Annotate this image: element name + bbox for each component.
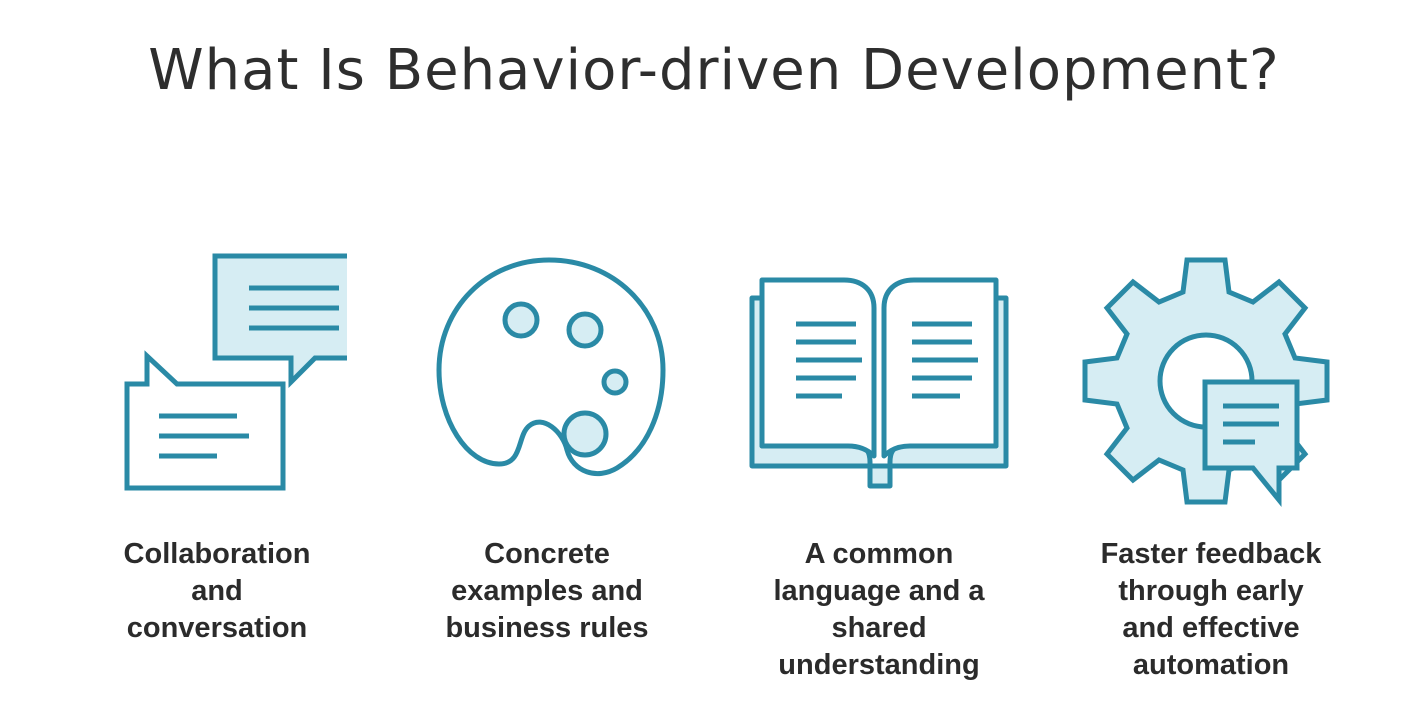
caption-line: shared <box>831 612 927 644</box>
feature-caption-concrete-examples: Concrete examples and business rules <box>382 536 712 647</box>
caption-line: understanding <box>778 649 980 681</box>
caption-line: examples and <box>451 575 643 607</box>
caption-line: and effective <box>1122 612 1300 644</box>
speech-bubbles-icon <box>124 253 347 491</box>
caption-line: business rules <box>445 612 649 644</box>
feature-card-common-language: A common language and a shared understan… <box>714 250 1044 690</box>
caption-line: Faster feedback <box>1100 538 1322 570</box>
feature-caption-common-language: A common language and a shared understan… <box>714 536 1044 684</box>
slide-title: What Is Behavior-driven Development? <box>148 38 1280 103</box>
caption-line: through early <box>1118 575 1304 607</box>
caption-line: Collaboration <box>123 538 311 570</box>
caption-line: Concrete <box>484 538 610 570</box>
open-book-icon <box>749 277 1009 489</box>
caption-line: conversation <box>126 612 308 644</box>
feature-card-concrete-examples: Concrete examples and business rules <box>382 250 712 690</box>
palette-icon <box>436 257 666 477</box>
caption-line: automation <box>1132 649 1290 681</box>
feature-card-collaboration: Collaboration and conversation <box>52 250 382 690</box>
feature-card-faster-feedback: Faster feedback through early and effect… <box>1046 250 1376 690</box>
feature-caption-collaboration: Collaboration and conversation <box>52 536 382 647</box>
caption-line: language and a <box>773 575 985 607</box>
caption-line: and <box>191 575 243 607</box>
gear-with-message-icon <box>1082 257 1330 508</box>
caption-line: A common <box>804 538 954 570</box>
feature-caption-faster-feedback: Faster feedback through early and effect… <box>1046 536 1376 684</box>
